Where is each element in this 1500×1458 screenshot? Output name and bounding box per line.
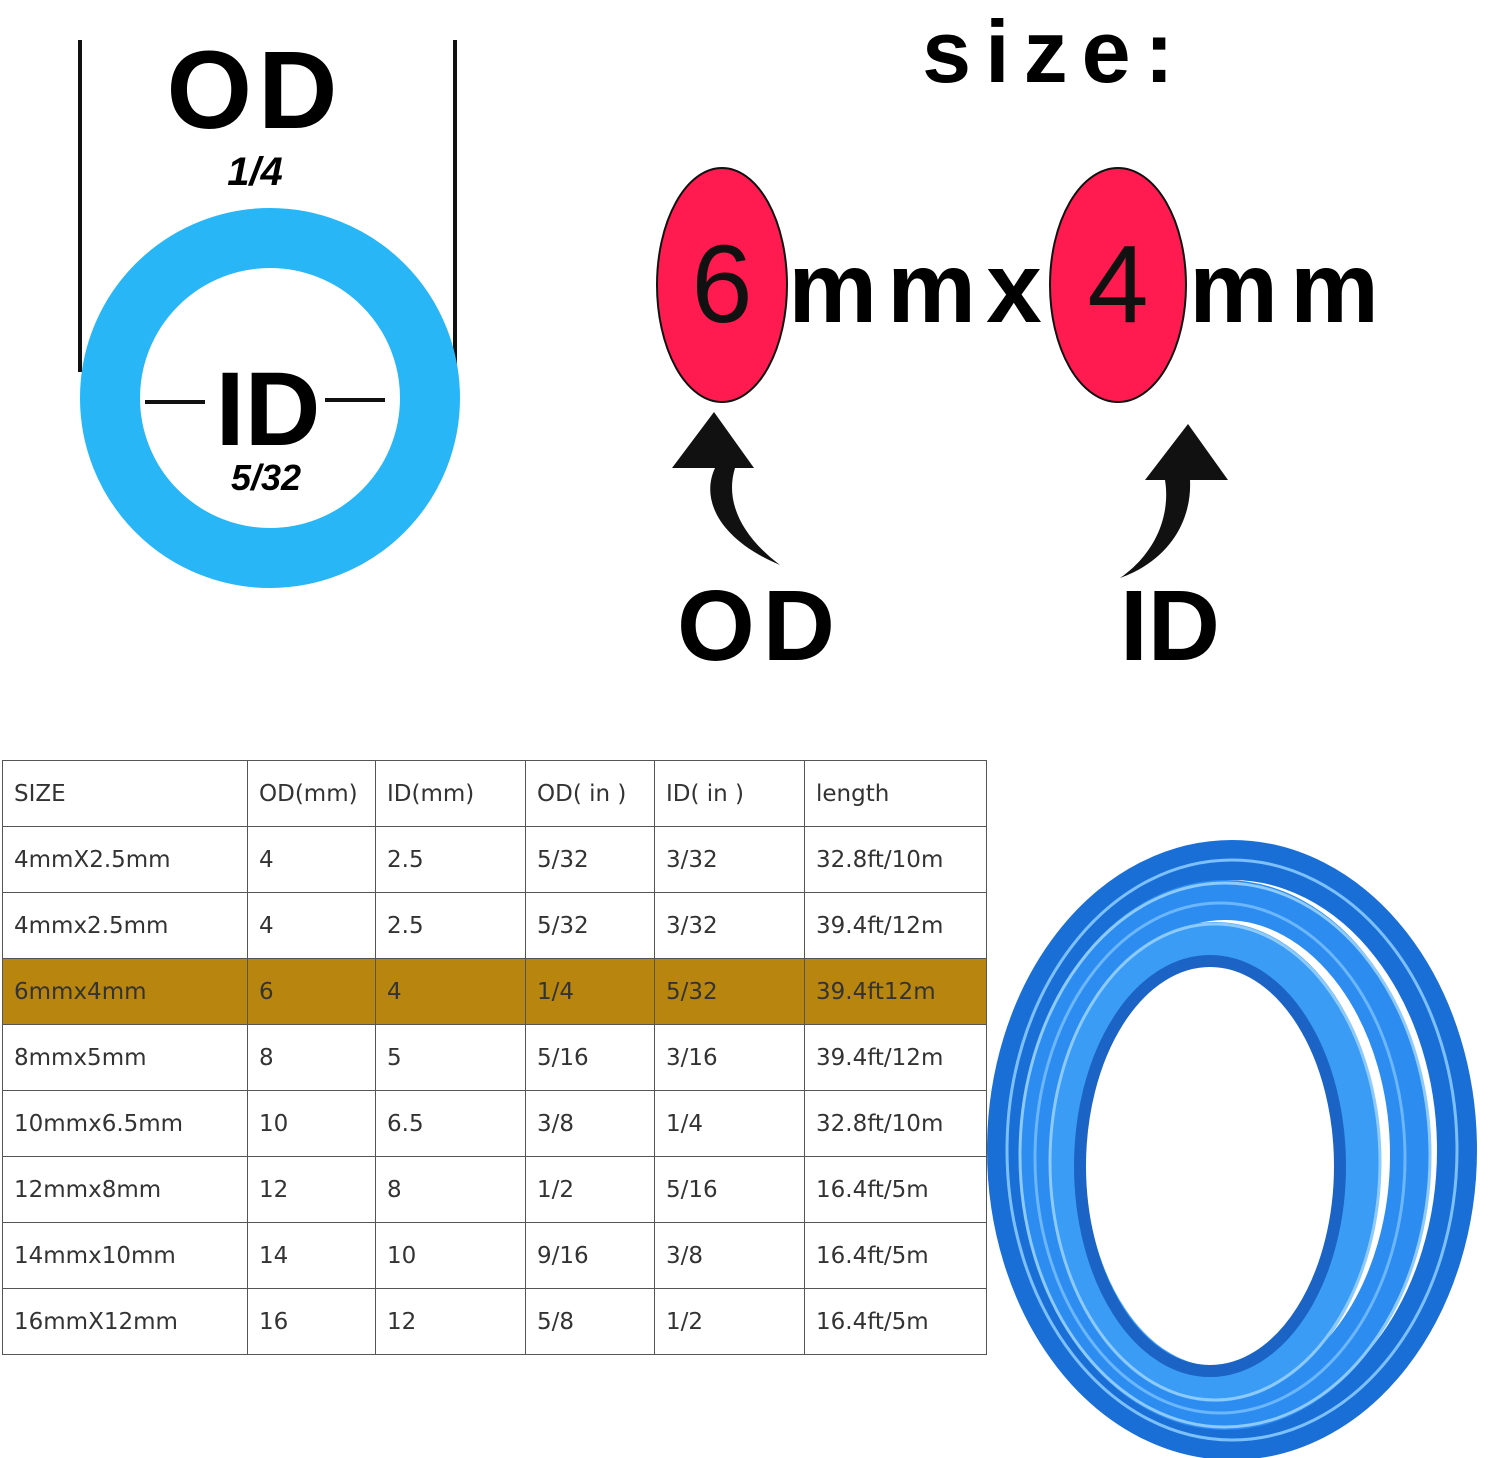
table-cell: 12	[247, 1156, 376, 1223]
table-row: 14mmx10mm 14 10 9/16 3/8 16.4ft/5m	[2, 1222, 987, 1289]
table-row: 4mmX2.5mm 4 2.5 5/32 3/32 32.8ft/10m	[2, 826, 987, 893]
table-cell: 5/16	[525, 1024, 655, 1091]
od-value: 1/4	[227, 150, 283, 194]
id-ellipse	[1049, 167, 1187, 403]
table-row: 8mmx5mm 8 5 5/16 3/16 39.4ft/12m	[2, 1024, 987, 1091]
table-cell: OD(mm)	[247, 760, 376, 827]
od-label: OD	[167, 29, 344, 152]
arrow	[1120, 424, 1228, 578]
table-cell: 16mmX12mm	[2, 1288, 248, 1355]
table-cell: 3/8	[525, 1090, 655, 1157]
table-cell: 1/2	[654, 1288, 805, 1355]
table-cell: ID( in )	[654, 760, 805, 827]
table-cell: 6mmx4mm	[2, 958, 248, 1025]
size-unit: mm	[1189, 232, 1391, 344]
table-cell: 39.4ft/12m	[804, 1024, 987, 1091]
table-cell: OD( in )	[525, 760, 655, 827]
table-cell: 14	[247, 1222, 376, 1289]
table-cell: 16.4ft/5m	[804, 1156, 987, 1223]
table-row: 12mmx8mm 12 8 1/2 5/16 16.4ft/5m	[2, 1156, 987, 1223]
table-row: SIZE OD(mm) ID(mm) OD( in ) ID( in ) length	[2, 760, 987, 827]
table-cell: 5/32	[654, 958, 805, 1025]
table-cell: 10mmx6.5mm	[2, 1090, 248, 1157]
table-cell: 3/32	[654, 892, 805, 959]
size-middle: mmx	[788, 232, 1051, 344]
table-cell: 8	[375, 1156, 526, 1223]
table-cell: 1/2	[525, 1156, 655, 1223]
table-cell: 12mmx8mm	[2, 1156, 248, 1223]
od-ellipse	[656, 167, 788, 403]
table-cell: 4mmx2.5mm	[2, 892, 248, 959]
tube-coil	[987, 840, 1477, 1458]
table-cell: 16.4ft/5m	[804, 1288, 987, 1355]
od-arrow-label: OD	[677, 570, 843, 682]
table-cell: 3/8	[654, 1222, 805, 1289]
table-cell: 5	[375, 1024, 526, 1091]
table-cell: 2.5	[375, 826, 526, 893]
table-cell: 14mmx10mm	[2, 1222, 248, 1289]
table-row: 10mmx6.5mm 10 6.5 3/8 1/4 32.8ft/10m	[2, 1090, 987, 1157]
table-cell: 4	[375, 958, 526, 1025]
tube-ring	[80, 208, 460, 588]
table-cell: 1/4	[525, 958, 655, 1025]
table-cell: 5/16	[654, 1156, 805, 1223]
table-cell: 39.4ft12m	[804, 958, 987, 1025]
table-row: 16mmX12mm 16 12 5/8 1/2 16.4ft/5m	[2, 1288, 987, 1355]
size-title: size:	[922, 2, 1188, 101]
size-table: SIZE OD(mm) ID(mm) OD( in ) ID( in ) length 4m…	[2, 760, 987, 1355]
table-cell: 6	[247, 958, 376, 1025]
table-cell: length	[804, 760, 987, 827]
table-cell: 3/16	[654, 1024, 805, 1091]
id-arrow-label: ID	[1120, 570, 1220, 682]
table-cell: 32.8ft/10m	[804, 826, 987, 893]
table-row: 4mmx2.5mm 4 2.5 5/32 3/32 39.4ft/12m	[2, 892, 987, 959]
table-cell: 3/32	[654, 826, 805, 893]
table-cell: 16	[247, 1288, 376, 1355]
table-cell: 8mmx5mm	[2, 1024, 248, 1091]
table-cell: 10	[247, 1090, 376, 1157]
id-label: ID	[216, 351, 321, 468]
table-cell: 16.4ft/5m	[804, 1222, 987, 1289]
od-number: 6	[691, 223, 752, 346]
table-cell: 4mmX2.5mm	[2, 826, 248, 893]
table-cell: 4	[247, 892, 376, 959]
table-cell: 32.8ft/10m	[804, 1090, 987, 1157]
table-row: 6mmx4mm 6 4 1/4 5/32 39.4ft12m	[2, 958, 987, 1025]
table-cell: 39.4ft/12m	[804, 892, 987, 959]
id-number: 4	[1087, 223, 1148, 346]
table-cell: 9/16	[525, 1222, 655, 1289]
table-cell: 10	[375, 1222, 526, 1289]
table-cell: 4	[247, 826, 376, 893]
id-value: 5/32	[231, 457, 301, 498]
table-cell: 8	[247, 1024, 376, 1091]
table-cell: 6.5	[375, 1090, 526, 1157]
table-cell: 5/32	[525, 826, 655, 893]
arrow	[672, 412, 780, 565]
table-cell: 2.5	[375, 892, 526, 959]
table-cell: 12	[375, 1288, 526, 1355]
table-cell: ID(mm)	[375, 760, 526, 827]
table-cell: SIZE	[2, 760, 248, 827]
table-cell: 1/4	[654, 1090, 805, 1157]
table-cell: 5/32	[525, 892, 655, 959]
table-cell: 5/8	[525, 1288, 655, 1355]
